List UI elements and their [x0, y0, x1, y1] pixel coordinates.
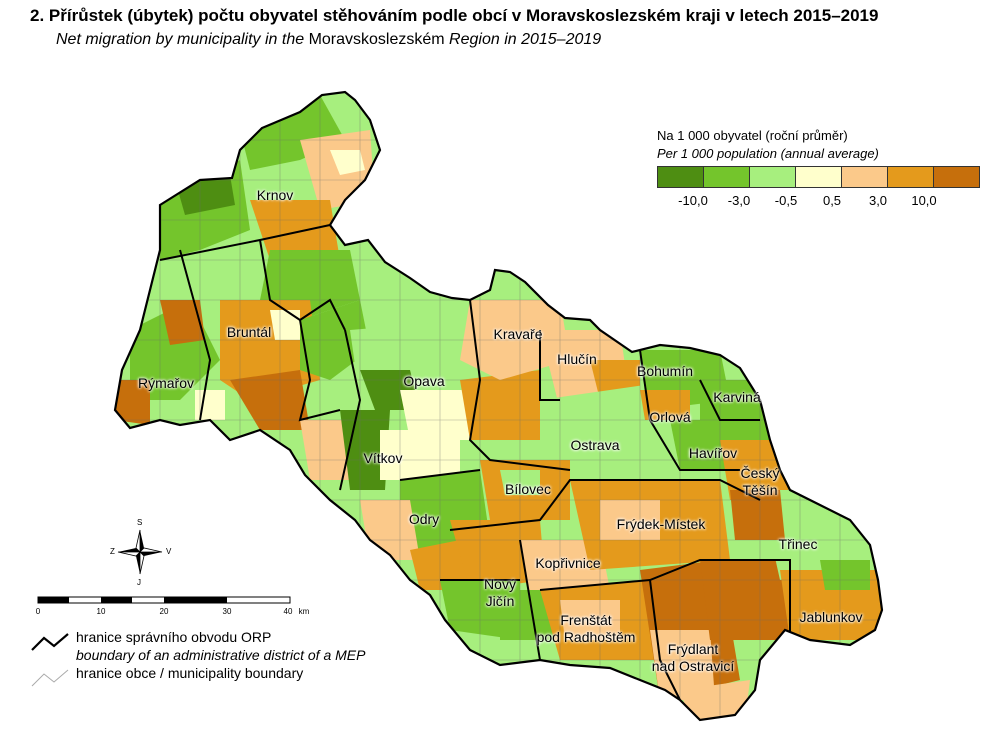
legend-swatch: [750, 167, 796, 187]
orp-boundaries: [159, 224, 791, 701]
place-label-ostrava: Ostrava: [570, 437, 620, 453]
place-label-rymarov: Rýmařov: [137, 375, 195, 391]
place-label-koprivnice: Kopřivnice: [535, 555, 601, 571]
place-label-trinec: Třinec: [778, 536, 818, 552]
place-label-orlova: Orlová: [649, 409, 691, 425]
place-label-hlucin: Hlučín: [557, 351, 597, 367]
compass-s: J: [137, 578, 141, 587]
scale-bar: [37, 596, 291, 604]
legend-subtitle: Per 1 000 population (annual average): [657, 146, 879, 161]
place-label-frydek-mistek: Frýdek-Místek: [616, 516, 706, 532]
scale-label: 30: [222, 607, 232, 616]
place-label-novy-jicin: Nový Jičín: [484, 576, 516, 609]
map-subtitle: Net migration by municipality in the Mor…: [56, 31, 602, 48]
map-title: 2. Přírůstek (úbytek) počtu obyvatel stě…: [30, 6, 879, 25]
municipality-legend: hranice obce / municipality boundary: [76, 665, 304, 681]
place-label-frenstat: Frenštát pod Radhoštěm: [536, 612, 636, 645]
legend-swatch: [842, 167, 888, 187]
place-label-kravare: Kravaře: [493, 326, 543, 342]
boundary-legend: hranice správního obvodu ORP boundary of…: [30, 629, 365, 683]
legend-tick: -10,0: [678, 193, 708, 208]
legend-swatch: [658, 167, 704, 187]
place-label-havirov: Havířov: [688, 445, 738, 461]
scale-unit: km: [298, 607, 310, 616]
place-label-bohumin: Bohumín: [636, 363, 694, 379]
place-label-bilovec: Bílovec: [505, 481, 551, 497]
place-label-odry: Odry: [408, 511, 440, 527]
place-label-frydlant: Frýdlant nad Ostravicí: [651, 641, 735, 674]
compass-n: S: [137, 518, 143, 527]
legend-swatch: [704, 167, 750, 187]
legend-color-bar: [657, 166, 980, 188]
compass-w: Z: [110, 547, 115, 556]
scale-label: 0: [35, 607, 41, 616]
legend-tick: 3,0: [868, 193, 888, 208]
legend-swatch: [934, 167, 979, 187]
legend-tick: 10,0: [911, 193, 937, 208]
legend-swatch: [888, 167, 934, 187]
legend-swatch: [796, 167, 842, 187]
place-label-bruntal: Bruntál: [226, 324, 272, 340]
legend-tick: -3,0: [727, 193, 751, 208]
orp-legend-en: boundary of an administrative district o…: [76, 647, 366, 663]
place-label-jablunkov: Jablunkov: [799, 609, 863, 625]
scale-label: 40: [283, 607, 293, 616]
orp-legend-cs: hranice správního obvodu ORP: [76, 629, 272, 645]
municipality-boundary-symbol: [31, 669, 69, 687]
place-label-opava: Opava: [403, 373, 445, 389]
legend-tick: 0,5: [822, 193, 842, 208]
legend-title: Na 1 000 obyvatel (roční průměr): [657, 128, 848, 143]
place-label-karvina: Karviná: [713, 389, 761, 405]
place-label-krnov: Krnov: [256, 187, 294, 203]
scale-label: 10: [96, 607, 106, 616]
scale-label: 20: [159, 607, 169, 616]
place-label-vitkov: Vítkov: [363, 450, 403, 466]
orp-boundary-symbol: [31, 633, 69, 651]
compass-e: V: [166, 547, 172, 556]
legend-tick: -0,5: [774, 193, 798, 208]
place-label-cesky-tesin: Český Těšín: [740, 465, 780, 498]
compass-rose: [117, 529, 163, 575]
